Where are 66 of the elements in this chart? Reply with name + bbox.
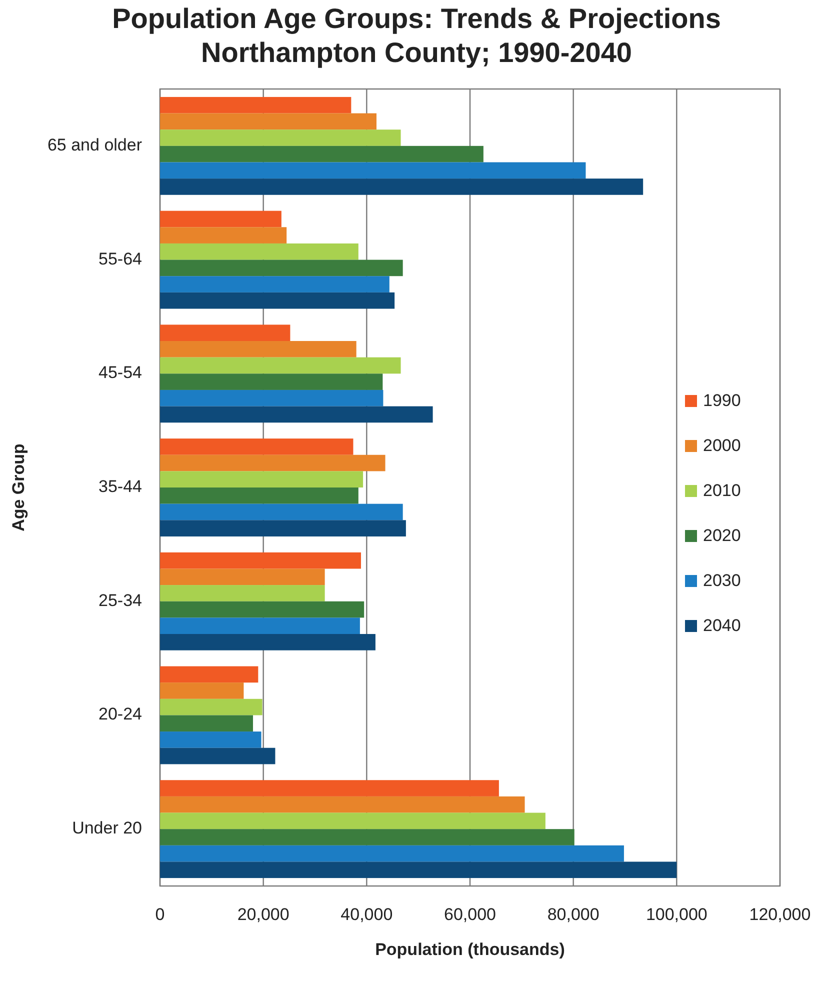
bar bbox=[160, 698, 262, 716]
bar bbox=[160, 374, 383, 390]
bar bbox=[160, 210, 282, 228]
bar bbox=[160, 666, 258, 683]
x-tick-label: 60,000 bbox=[444, 905, 496, 924]
bar bbox=[160, 260, 403, 276]
bar bbox=[160, 146, 484, 162]
chart-subtitle: Northampton County; 1990-2040 bbox=[201, 37, 632, 68]
bar bbox=[160, 162, 586, 179]
bar bbox=[160, 780, 499, 796]
bar bbox=[160, 568, 325, 586]
bar bbox=[160, 748, 276, 764]
bar bbox=[160, 454, 386, 472]
bar bbox=[160, 292, 395, 309]
x-axis-title: Population (thousands) bbox=[375, 940, 565, 959]
bar bbox=[160, 227, 287, 244]
legend-label: 2010 bbox=[703, 481, 741, 500]
bar bbox=[160, 357, 401, 374]
bar bbox=[160, 488, 358, 504]
bar bbox=[160, 504, 403, 520]
x-tick-label: 100,000 bbox=[646, 905, 708, 924]
y-axis-title: Age Group bbox=[9, 444, 28, 532]
bar bbox=[160, 96, 352, 114]
x-tick-label: 0 bbox=[155, 905, 165, 924]
y-tick-label: 45-54 bbox=[98, 363, 142, 382]
bar bbox=[160, 585, 325, 602]
legend-label: 2000 bbox=[703, 436, 741, 455]
bar bbox=[160, 682, 244, 699]
legend-label: 2020 bbox=[703, 526, 741, 545]
bar bbox=[160, 113, 376, 130]
y-tick-label: Under 20 bbox=[72, 818, 142, 838]
y-tick-label: 25-34 bbox=[98, 590, 142, 610]
bar bbox=[160, 601, 364, 618]
bar bbox=[160, 732, 262, 748]
bar bbox=[160, 862, 677, 878]
y-tick-label: 35-44 bbox=[98, 476, 142, 496]
legend-label: 2030 bbox=[703, 571, 741, 590]
bar bbox=[160, 243, 358, 260]
bar bbox=[160, 324, 290, 342]
bar bbox=[160, 634, 376, 650]
bar bbox=[160, 552, 361, 569]
y-tick-label: 65 and older bbox=[47, 135, 142, 154]
x-tick-label: 20,000 bbox=[237, 905, 290, 924]
bar bbox=[160, 130, 401, 146]
bar bbox=[160, 845, 624, 862]
y-tick-label: 20-24 bbox=[98, 704, 142, 724]
bar bbox=[160, 812, 546, 830]
bar bbox=[160, 618, 360, 634]
legend-label: 1990 bbox=[703, 391, 741, 410]
bar bbox=[160, 471, 364, 488]
x-tick-label: 80,000 bbox=[547, 905, 600, 924]
bar bbox=[160, 341, 356, 358]
bar bbox=[160, 178, 644, 195]
bar bbox=[160, 715, 253, 732]
bar bbox=[160, 438, 354, 455]
x-tick-label: 120,000 bbox=[749, 905, 811, 924]
bar bbox=[160, 829, 574, 846]
chart-title: Population Age Groups: Trends & Projections bbox=[112, 3, 721, 34]
bar bbox=[160, 390, 384, 406]
y-tick-label: 55-64 bbox=[98, 249, 142, 268]
x-tick-label: 40,000 bbox=[340, 905, 393, 924]
bar bbox=[160, 276, 390, 292]
bar bbox=[160, 520, 406, 536]
bar bbox=[160, 796, 525, 813]
bar bbox=[160, 406, 433, 423]
legend-label: 2040 bbox=[703, 616, 741, 635]
